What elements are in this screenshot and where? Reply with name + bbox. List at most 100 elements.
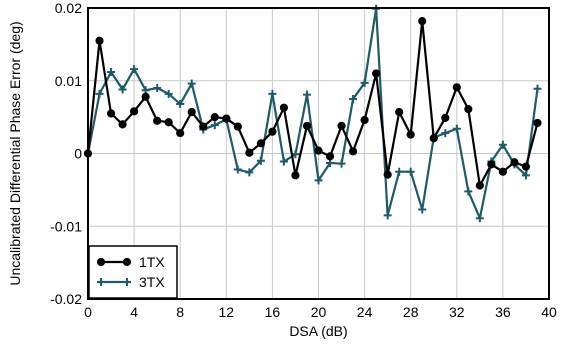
- data-point: [106, 109, 116, 118]
- data-point: [118, 85, 127, 94]
- data-point: [349, 94, 358, 103]
- legend-item-1tx: 1TX: [96, 254, 165, 270]
- data-point: [510, 158, 519, 167]
- data-point: [464, 187, 473, 196]
- data-point: [164, 118, 173, 127]
- series-lines: [83, 4, 542, 223]
- data-point: [153, 84, 162, 93]
- x-tick-label: 32: [449, 304, 465, 320]
- data-point: [533, 118, 542, 128]
- data-point: [256, 139, 265, 148]
- data-point: [176, 129, 185, 138]
- data-point: [464, 105, 473, 114]
- x-tick-label: 36: [495, 304, 511, 320]
- data-point: [441, 129, 450, 138]
- data-point: [337, 159, 346, 168]
- y-tick-labels: -0.02 -0.01 0 0.01 0.02: [50, 0, 82, 307]
- data-point: [302, 121, 312, 130]
- data-point: [199, 122, 208, 131]
- data-point: [279, 157, 288, 166]
- data-point: [176, 100, 185, 109]
- data-point: [210, 121, 219, 130]
- data-point: [123, 278, 131, 286]
- x-tick-label: 16: [265, 304, 281, 320]
- data-point: [337, 121, 346, 130]
- data-point: [118, 120, 127, 129]
- data-point: [153, 116, 162, 125]
- data-point: [521, 171, 530, 180]
- data-point: [256, 156, 265, 165]
- data-point: [95, 89, 104, 98]
- y-tick-label: 0.01: [55, 73, 82, 89]
- y-tick-label: -0.01: [50, 218, 82, 234]
- data-point: [314, 176, 323, 185]
- data-point: [498, 140, 507, 149]
- data-point: [233, 122, 242, 131]
- data-point: [372, 69, 381, 78]
- legend-box: [88, 245, 178, 299]
- data-point: [383, 170, 392, 179]
- data-point: [187, 107, 196, 117]
- x-tick-label: 20: [311, 304, 327, 320]
- data-point: [360, 78, 369, 87]
- data-point: [164, 89, 173, 98]
- x-tick-label: 28: [403, 304, 419, 320]
- data-point: [395, 107, 404, 117]
- data-point: [245, 168, 254, 177]
- data-point: [383, 211, 392, 220]
- x-tick-labels: 0 4 8 12 16 20 24 28 32 36 40: [84, 304, 557, 320]
- x-tick-label: 4: [130, 304, 138, 320]
- y-tick-label: 0.02: [55, 0, 82, 16]
- data-point: [279, 103, 289, 112]
- data-point: [141, 92, 150, 101]
- data-point: [395, 167, 404, 176]
- data-point: [325, 152, 335, 161]
- data-point: [475, 214, 484, 223]
- data-point: [95, 36, 104, 45]
- data-point: [487, 160, 496, 169]
- data-point: [268, 89, 277, 98]
- data-point: [348, 147, 358, 156]
- y-tick-label: 0: [74, 146, 82, 162]
- legend-item-3tx: 3TX: [97, 274, 165, 290]
- legend-label: 3TX: [139, 274, 165, 290]
- series-line: [86, 19, 539, 187]
- series-1tx: [83, 16, 542, 190]
- x-tick-label: 8: [176, 304, 184, 320]
- y-axis-title: Uncalibrated Differential Phase Error (d…: [7, 21, 23, 285]
- x-tick-label: 0: [84, 304, 92, 320]
- data-point: [418, 205, 427, 214]
- data-point: [187, 79, 196, 88]
- data-point: [406, 130, 415, 139]
- data-point: [97, 278, 105, 286]
- data-point: [291, 171, 300, 180]
- data-point: [533, 84, 542, 93]
- data-point: [245, 148, 254, 157]
- data-point: [233, 165, 242, 174]
- x-axis-title: DSA (dB): [289, 323, 347, 339]
- data-point: [475, 181, 484, 190]
- data-point: [360, 115, 369, 125]
- data-point: [122, 257, 132, 267]
- data-point: [452, 124, 461, 133]
- data-point: [96, 257, 106, 267]
- x-tick-label: 24: [357, 304, 373, 320]
- data-point: [406, 167, 415, 176]
- data-point: [441, 113, 450, 122]
- data-point: [268, 127, 277, 136]
- data-point: [130, 65, 139, 74]
- x-tick-label: 40: [541, 304, 557, 320]
- data-point: [521, 162, 531, 171]
- data-point: [107, 68, 116, 77]
- data-point: [452, 83, 461, 92]
- legend-label: 1TX: [139, 254, 165, 270]
- y-tick-label: -0.02: [50, 291, 82, 307]
- data-point: [210, 113, 219, 122]
- data-point: [302, 90, 311, 99]
- data-point: [130, 107, 139, 116]
- data-point: [222, 114, 231, 123]
- data-point: [314, 146, 323, 155]
- x-tick-label: 12: [219, 304, 235, 320]
